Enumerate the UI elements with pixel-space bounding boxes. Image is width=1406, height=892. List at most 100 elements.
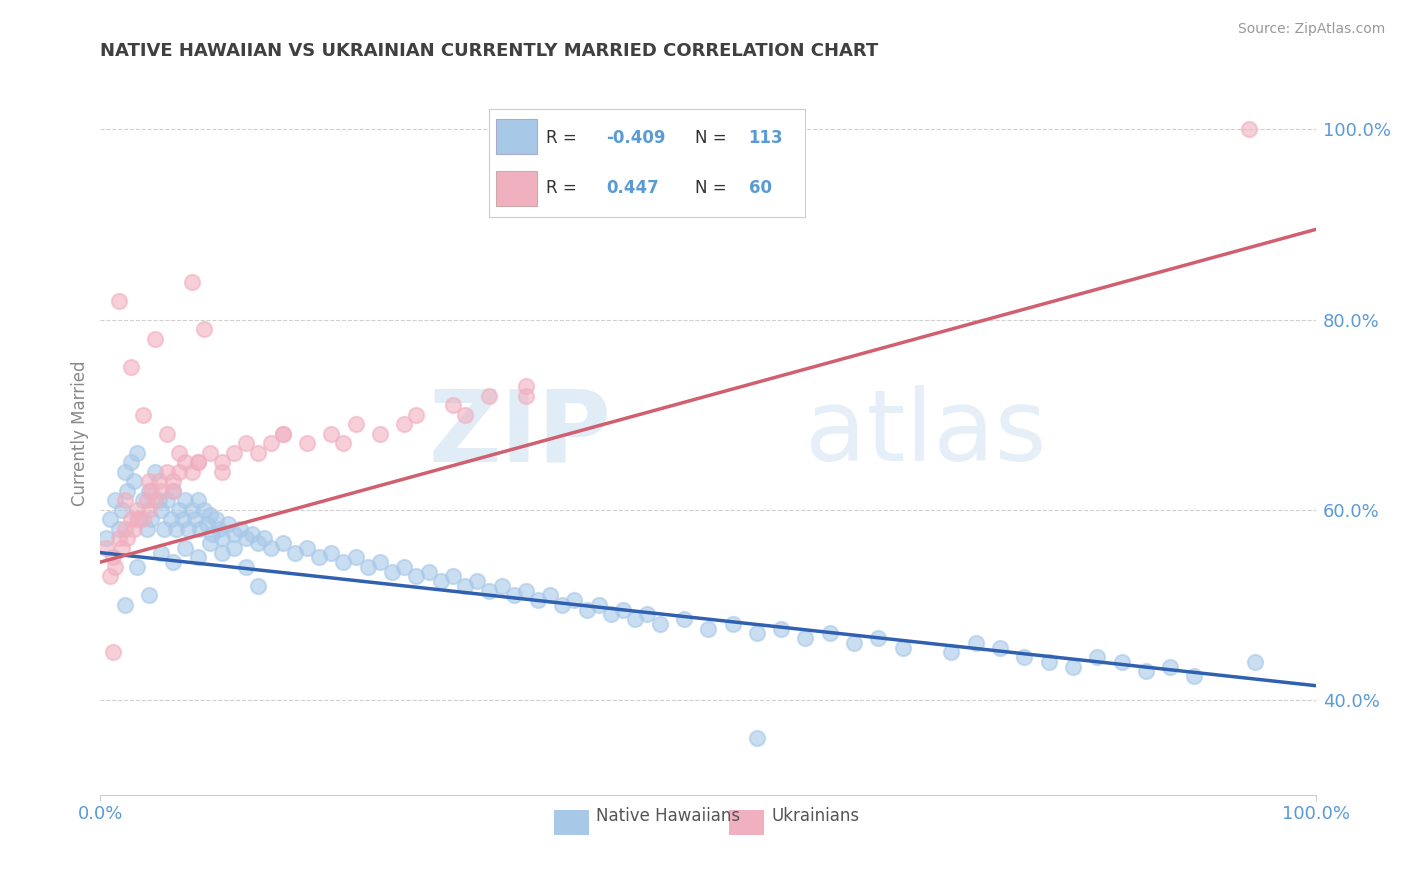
Point <box>308 550 330 565</box>
Point <box>125 503 148 517</box>
Point <box>818 626 841 640</box>
Point <box>271 426 294 441</box>
Point <box>1111 655 1133 669</box>
Point <box>162 555 184 569</box>
Point <box>368 555 391 569</box>
Point <box>120 455 142 469</box>
Point <box>162 475 184 489</box>
Point <box>368 426 391 441</box>
Point <box>868 631 890 645</box>
Point <box>193 322 215 336</box>
Point <box>575 602 598 616</box>
Point <box>114 522 136 536</box>
Point <box>96 532 118 546</box>
Point <box>538 588 561 602</box>
Point <box>180 503 202 517</box>
Point <box>465 574 488 588</box>
Point <box>344 417 367 432</box>
Point <box>527 593 550 607</box>
Point <box>1014 650 1036 665</box>
Point <box>588 598 610 612</box>
Point <box>169 503 191 517</box>
Point <box>891 640 914 655</box>
Point <box>98 569 121 583</box>
Point <box>211 532 233 546</box>
Point <box>187 455 209 469</box>
Point <box>114 493 136 508</box>
Point <box>515 389 537 403</box>
Point <box>941 645 963 659</box>
Point <box>132 512 155 526</box>
Point <box>515 379 537 393</box>
Point <box>418 565 440 579</box>
Point <box>770 622 793 636</box>
Point <box>491 579 513 593</box>
Point <box>193 503 215 517</box>
Point <box>115 532 138 546</box>
Point <box>515 583 537 598</box>
Point <box>141 512 163 526</box>
Point <box>198 536 221 550</box>
Point <box>138 475 160 489</box>
Point <box>332 436 354 450</box>
Point <box>187 493 209 508</box>
Point <box>240 526 263 541</box>
Point <box>132 493 155 508</box>
Point <box>152 522 174 536</box>
Point <box>394 559 416 574</box>
Point <box>98 512 121 526</box>
Point <box>478 389 501 403</box>
Text: ZIP: ZIP <box>427 385 612 483</box>
Point <box>295 436 318 450</box>
Point <box>128 512 150 526</box>
Point <box>111 541 134 555</box>
Y-axis label: Currently Married: Currently Married <box>72 361 89 507</box>
Point <box>454 579 477 593</box>
Point <box>344 550 367 565</box>
Point <box>1244 655 1267 669</box>
Point <box>156 493 179 508</box>
Point <box>162 483 184 498</box>
Point <box>271 426 294 441</box>
Point <box>150 503 173 517</box>
Point <box>381 565 404 579</box>
Point <box>1038 655 1060 669</box>
Point <box>174 493 197 508</box>
Point <box>124 475 146 489</box>
Point <box>195 517 218 532</box>
Point <box>259 541 281 555</box>
Point <box>235 559 257 574</box>
Point <box>148 475 170 489</box>
Point <box>235 532 257 546</box>
Point <box>745 626 768 640</box>
Point <box>222 526 245 541</box>
Point <box>120 512 142 526</box>
Point <box>143 493 166 508</box>
Point <box>405 408 427 422</box>
Point <box>295 541 318 555</box>
Point <box>132 408 155 422</box>
Point <box>114 598 136 612</box>
Point <box>211 455 233 469</box>
Point <box>235 436 257 450</box>
Point <box>138 588 160 602</box>
Point <box>247 446 270 460</box>
Text: Source: ZipAtlas.com: Source: ZipAtlas.com <box>1237 22 1385 37</box>
Point <box>600 607 623 622</box>
Point <box>721 616 744 631</box>
Point <box>502 588 524 602</box>
Point <box>143 465 166 479</box>
Point <box>441 569 464 583</box>
Point <box>1062 659 1084 673</box>
Point <box>1184 669 1206 683</box>
Point <box>169 446 191 460</box>
Point <box>201 526 224 541</box>
Point <box>187 550 209 565</box>
Point <box>165 522 187 536</box>
Point <box>125 559 148 574</box>
Point <box>120 360 142 375</box>
Point <box>405 569 427 583</box>
Point <box>150 483 173 498</box>
Point <box>211 546 233 560</box>
Point <box>357 559 380 574</box>
